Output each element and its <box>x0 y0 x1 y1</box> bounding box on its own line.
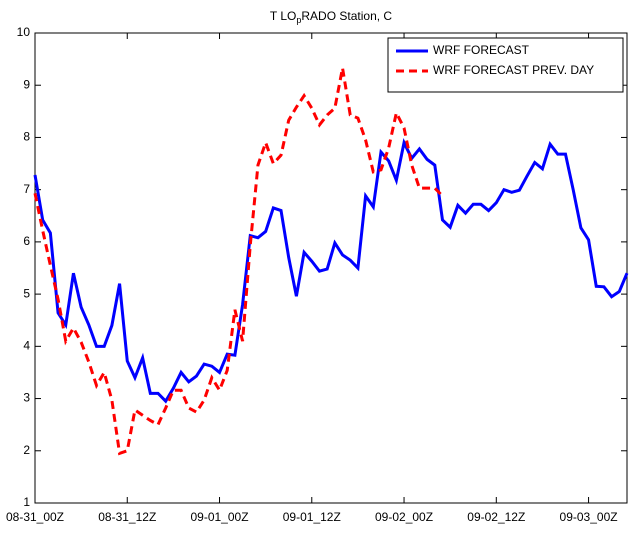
x-tick-label: 08-31_00Z <box>6 510 64 524</box>
x-tick-label: 09-01_00Z <box>190 510 248 524</box>
y-tick-label: 4 <box>23 339 30 353</box>
x-tick-label: 09-03_00Z <box>560 510 618 524</box>
legend-box <box>387 37 624 93</box>
y-tick-label: 9 <box>23 77 30 91</box>
legend: WRF FORECAST WRF FORECAST PREV. DAY <box>387 37 624 93</box>
y-tick-label: 8 <box>23 130 30 144</box>
series-line <box>33 138 629 404</box>
legend-label: WRF FORECAST PREV. DAY <box>433 63 594 77</box>
y-tick-label: 7 <box>23 182 30 196</box>
x-tick-label: 09-02_00Z <box>375 510 433 524</box>
y-tick-label: 10 <box>17 25 31 39</box>
y-tick-label: 3 <box>23 391 30 405</box>
y-tick-label: 6 <box>23 234 30 248</box>
x-tick-label: 09-02_12Z <box>467 510 525 524</box>
legend-label: WRF FORECAST <box>433 43 530 57</box>
plot-frame <box>34 32 628 504</box>
chart-title: T LOpRADO Station, C <box>270 9 393 25</box>
y-tick-label: 2 <box>23 443 30 457</box>
y-tick-label: 5 <box>23 286 30 300</box>
x-tick-label: 09-01_12Z <box>283 510 341 524</box>
x-tick-label: 08-31_12Z <box>98 510 156 524</box>
y-tick-label: 1 <box>23 495 30 509</box>
series-line <box>33 67 444 456</box>
